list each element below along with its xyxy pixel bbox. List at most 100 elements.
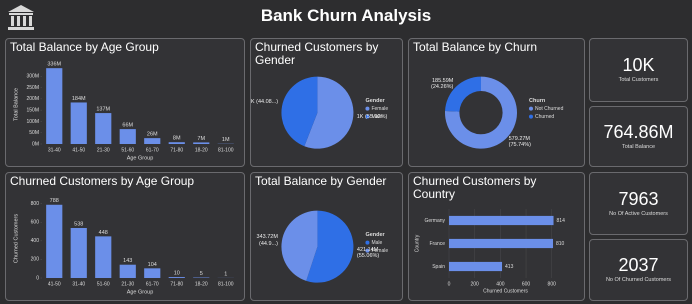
data-label: 8M bbox=[173, 136, 181, 142]
x-tick-label: 41-50 bbox=[48, 281, 61, 287]
chart-panel: Total Balance by Gender Gender Male Female 4… bbox=[250, 172, 403, 301]
chart: Churn Not Churned Churned bbox=[445, 76, 564, 149]
chart-panel: Churned Customers by Country Country 0 200 4… bbox=[408, 172, 585, 301]
data-label: 343.72M (44.9...) bbox=[256, 234, 278, 247]
data-label: 421.14M (55.06%) bbox=[356, 246, 380, 260]
x-tick-label: 21-30 bbox=[97, 147, 110, 153]
slice bbox=[281, 76, 318, 147]
bar bbox=[70, 102, 87, 144]
legend-label: Female bbox=[371, 248, 388, 254]
slice bbox=[304, 76, 354, 149]
bar bbox=[70, 227, 87, 278]
chart-panel: Total Balance by Age Group Total Balance 0… bbox=[5, 38, 245, 167]
bar bbox=[449, 238, 554, 249]
y-tick-label: 400 bbox=[31, 238, 40, 244]
kpi-card: 2037 No Of Churned Customers bbox=[589, 239, 688, 301]
x-tick-label: 51-60 bbox=[97, 281, 110, 287]
kpi-card: 10K Total Customers bbox=[589, 38, 688, 102]
data-label: 1M bbox=[222, 137, 230, 143]
chart-title: Churned Customers by Gender bbox=[255, 40, 379, 67]
y-axis-label: Churned Customers bbox=[13, 214, 19, 263]
x-tick-label: 71-80 bbox=[170, 281, 183, 287]
header: Bank Churn Analysis bbox=[0, 0, 692, 34]
y-tick-label: 150M bbox=[26, 107, 39, 113]
data-label: 185.59M (24.26%) bbox=[431, 77, 454, 91]
legend-title: Gender bbox=[365, 232, 385, 238]
legend-marker bbox=[365, 114, 370, 119]
bar bbox=[46, 204, 63, 278]
chart: Total Balance 0M 50M 100M 150M 200M 250M 300M 33… bbox=[13, 62, 234, 161]
chart-panel: Total Balance by Churn Churn Not Churned Ch… bbox=[408, 38, 585, 167]
data-label: 104 bbox=[148, 262, 157, 268]
chart-title: Churned Customers by Age Group bbox=[10, 174, 195, 188]
x-tick-label: 81-100 bbox=[218, 281, 234, 287]
bar bbox=[119, 264, 136, 278]
chart-title: Total Balance by Churn bbox=[413, 40, 538, 54]
slice bbox=[445, 76, 481, 112]
x-axis-label: Age Group bbox=[127, 155, 154, 161]
kpi-label: Total Balance bbox=[621, 143, 656, 150]
chart: Gender Male Female bbox=[281, 210, 388, 283]
chart: Gender Female Male bbox=[281, 76, 388, 149]
bank-icon bbox=[8, 5, 34, 30]
x-tick-label: 81-100 bbox=[218, 147, 234, 153]
x-tick-label: 800 bbox=[548, 281, 557, 287]
y-tick-label: 0 bbox=[36, 275, 39, 281]
slice bbox=[306, 210, 354, 283]
bar bbox=[144, 268, 161, 278]
x-tick-label: 61-70 bbox=[146, 147, 159, 153]
data-label: 538 bbox=[74, 221, 83, 227]
kpi-value: 7963 bbox=[618, 188, 659, 209]
kpi-label: No Of Churned Customers bbox=[605, 277, 672, 283]
y-tick-label: Germany bbox=[424, 218, 445, 224]
legend-marker bbox=[529, 106, 533, 111]
kpi-value: 2037 bbox=[618, 255, 659, 275]
y-tick-label: Spain bbox=[432, 264, 445, 270]
x-tick-label: 71-80 bbox=[170, 147, 183, 153]
data-label: 336M bbox=[47, 62, 61, 68]
chart-title: Total Balance by Gender bbox=[255, 174, 387, 188]
legend-marker bbox=[529, 114, 533, 119]
x-tick-label: 0 bbox=[448, 281, 451, 287]
kpi-value: 764.86M bbox=[603, 121, 674, 142]
x-tick-label: 31-40 bbox=[72, 281, 85, 287]
data-label: 1 bbox=[224, 271, 227, 277]
x-axis-label: Churned Customers bbox=[483, 288, 528, 294]
x-tick-label: 51-60 bbox=[121, 147, 134, 153]
data-label: 814 bbox=[557, 218, 566, 224]
bar bbox=[168, 277, 185, 278]
legend-label: Female bbox=[371, 106, 388, 112]
x-tick-label: 18-20 bbox=[195, 147, 208, 153]
y-tick-label: 200 bbox=[31, 257, 40, 263]
y-tick-label: 200M bbox=[26, 96, 39, 102]
y-tick-label: 0M bbox=[32, 141, 39, 147]
x-tick-label: 200 bbox=[471, 281, 480, 287]
slice bbox=[281, 210, 318, 281]
legend-label: Male bbox=[371, 114, 382, 120]
y-axis-label: Total Balance bbox=[13, 88, 19, 121]
y-tick-label: 100M bbox=[26, 119, 39, 125]
bar bbox=[119, 129, 136, 144]
bar bbox=[46, 68, 63, 144]
bar bbox=[193, 142, 210, 144]
data-label: 788 bbox=[50, 198, 59, 204]
y-tick-label: 800 bbox=[31, 201, 40, 207]
chart-panel: Churned Customers by Gender Gender Female M… bbox=[250, 38, 403, 167]
legend-title: Churn bbox=[529, 98, 546, 104]
data-label: 137M bbox=[96, 107, 110, 113]
data-label: 5 bbox=[200, 271, 203, 277]
kpi-card: 764.86M Total Balance bbox=[589, 106, 688, 167]
data-label: 66M bbox=[122, 123, 133, 129]
x-tick-label: 400 bbox=[496, 281, 505, 287]
kpi-label: Total Customers bbox=[618, 77, 659, 83]
data-label: 448 bbox=[99, 230, 108, 236]
x-tick-label: 18-20 bbox=[195, 281, 208, 287]
data-label: 10 bbox=[174, 271, 180, 277]
x-tick-label: 41-50 bbox=[72, 147, 85, 153]
data-label: 26M bbox=[147, 132, 158, 138]
bar bbox=[95, 113, 112, 144]
y-tick-label: 250M bbox=[26, 85, 39, 91]
legend-title: Gender bbox=[365, 98, 385, 104]
